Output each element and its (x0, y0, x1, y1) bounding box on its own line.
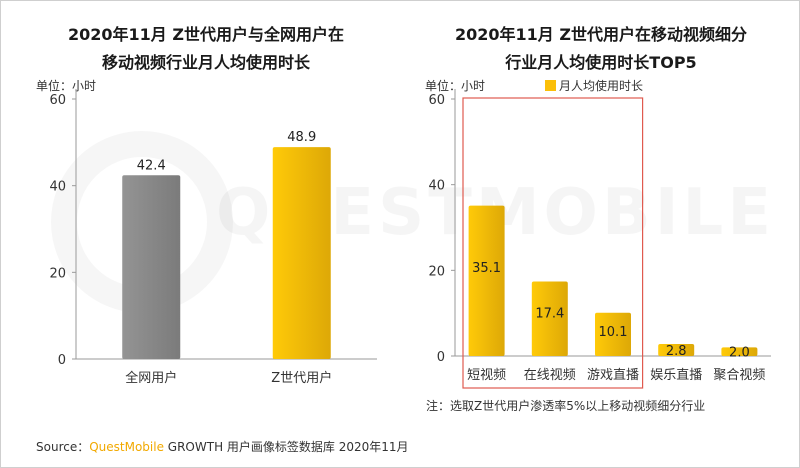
chart2-bar (595, 312, 631, 356)
legend-label: 月人均使用时长 (559, 79, 644, 93)
chart2-y-tick-label: 0 (437, 350, 445, 365)
chart2-title-line2: 行业月人均使用时长TOP5 (505, 53, 697, 72)
chart2-category-label: 娱乐直播 (650, 368, 702, 383)
footnote: 注：选取Z世代用户渗透率5%以上移动视频细分行业 (426, 399, 706, 413)
chart2-category-label: 在线视频 (524, 368, 576, 383)
chart1-y-tick-label: 40 (49, 180, 66, 195)
chart2-title-line1: 2020年11月 Z世代用户在移动视频细分 (455, 25, 747, 44)
chart1-y-tick-label: 0 (58, 353, 66, 368)
chart2-category-label: 游戏直播 (587, 368, 639, 383)
chart1-value-label: 48.9 (287, 130, 316, 145)
chart1-title: 2020年11月 Z世代用户与全网用户在 移动视频行业月人均使用时长 (21, 21, 391, 77)
chart2-value-label: 2.0 (729, 346, 750, 361)
chart2-y-tick-label: 20 (428, 264, 445, 279)
chart1-y-tick-label: 60 (49, 93, 66, 108)
legend-swatch (545, 80, 556, 91)
source-brand: QuestMobile (89, 440, 164, 454)
chart2-y-tick-label: 60 (428, 93, 445, 108)
chart1-title-line2: 移动视频行业月人均使用时长 (101, 53, 310, 72)
chart1-category-label: 全网用户 (125, 370, 177, 386)
chart1-bar (272, 147, 331, 359)
chart1-bar (122, 175, 181, 359)
chart2-bar (531, 281, 568, 356)
chart1-y-tick-label: 20 (49, 266, 66, 281)
chart1-unit-label: 单位：小时 (36, 79, 97, 93)
chart2-highlight-box (462, 97, 644, 389)
chart2-bar (468, 205, 505, 356)
chart1-value-label: 42.4 (137, 158, 166, 173)
chart2-bar (658, 344, 695, 356)
source-line: Source：QuestMobile GROWTH 用户画像标签数据库 2020… (36, 438, 409, 455)
chart2-y-tick-label: 40 (428, 179, 445, 194)
chart2-legend: 月人均使用时长 (545, 77, 643, 94)
chart2-bar (721, 347, 758, 356)
chart1-title-line1: 2020年11月 Z世代用户与全网用户在 (68, 25, 344, 44)
chart2-value-label: 35.1 (472, 261, 501, 276)
source-rest: GROWTH 用户画像标签数据库 2020年11月 (163, 440, 409, 454)
chart1-category-label: Z世代用户 (271, 370, 332, 386)
chart2-category-label: 短视频 (467, 368, 506, 383)
chart2-value-label: 17.4 (535, 306, 564, 321)
chart2-title: 2020年11月 Z世代用户在移动视频细分 行业月人均使用时长TOP5 (411, 21, 791, 77)
source-prefix: Source： (36, 440, 90, 454)
chart2-unit-label: 单位：小时 (425, 79, 486, 93)
chart2-value-label: 10.1 (599, 325, 628, 340)
chart2-category-label: 聚合视频 (713, 368, 765, 383)
chart2-value-label: 2.8 (666, 344, 687, 359)
